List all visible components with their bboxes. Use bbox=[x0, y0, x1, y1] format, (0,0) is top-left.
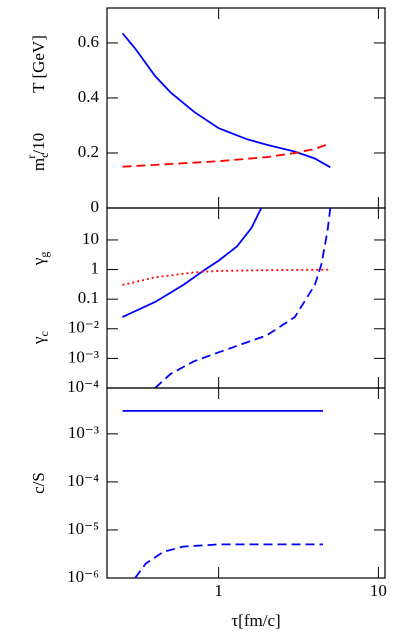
y-tick-label: 0.1 bbox=[78, 288, 99, 307]
y-tick-label: 10⁻⁵ bbox=[67, 519, 99, 538]
plot-area bbox=[121, 32, 331, 169]
x-tick-label: 1 bbox=[214, 581, 223, 600]
y-axis-label: c/S bbox=[29, 472, 48, 494]
label-base: γ bbox=[29, 257, 48, 266]
label-base: γ bbox=[29, 336, 48, 345]
y-tick-label: 10⁻⁶ bbox=[67, 567, 99, 586]
y-tick-label: 10⁻³ bbox=[68, 347, 99, 366]
curve bbox=[154, 208, 332, 388]
y-axis-label: γc bbox=[29, 331, 51, 345]
label-sub: c bbox=[37, 153, 51, 158]
label-sub: c bbox=[37, 331, 51, 336]
curve bbox=[122, 208, 263, 318]
x-tick-label: 10 bbox=[370, 581, 387, 600]
y-tick-label: 1 bbox=[91, 258, 100, 277]
x-axis-label: τ[fm/c] bbox=[231, 611, 280, 630]
y-tick-label: 10⁻⁴ bbox=[67, 377, 99, 396]
plot-area bbox=[122, 410, 323, 578]
label-sup: r bbox=[24, 155, 38, 159]
y-tick-label: 10 bbox=[82, 229, 99, 248]
y-tick-label: 10⁻³ bbox=[68, 423, 99, 442]
curve bbox=[122, 268, 331, 286]
label-sub: g bbox=[37, 252, 51, 258]
label-base: m bbox=[29, 158, 48, 171]
y-tick-label: 0.6 bbox=[78, 32, 99, 51]
y-tick-label: 10⁻⁴ bbox=[67, 471, 99, 490]
y-tick-label: 0.4 bbox=[78, 87, 100, 106]
y-tick-label: 0.2 bbox=[78, 142, 99, 161]
curve bbox=[121, 32, 331, 169]
panel-frame bbox=[106, 387, 386, 579]
curve bbox=[122, 142, 331, 168]
panel-frame bbox=[106, 7, 386, 209]
y-axis-label: mcr/10 bbox=[24, 133, 51, 171]
label-rest: /10 bbox=[29, 133, 48, 155]
y-tick-label: 10⁻² bbox=[68, 318, 99, 337]
plot-area bbox=[122, 208, 332, 388]
y-tick-label: 0 bbox=[91, 197, 100, 216]
curve bbox=[134, 543, 323, 578]
y-axis-label: γg bbox=[29, 252, 51, 267]
y-axis-label: T [GeV] bbox=[29, 35, 48, 93]
